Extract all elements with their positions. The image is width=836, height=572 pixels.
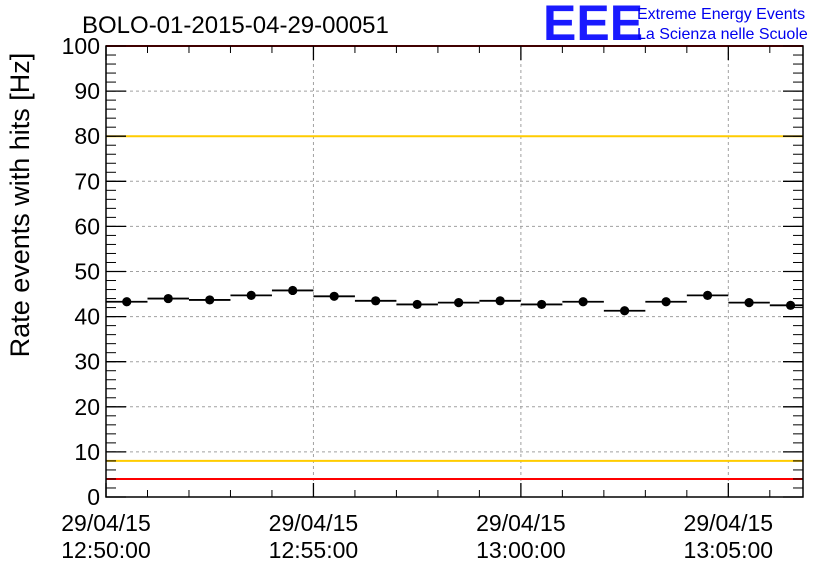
- y-tick-label: 50: [74, 259, 100, 285]
- x-tick-label-date: 29/04/15: [476, 510, 566, 536]
- y-tick-label: 70: [74, 168, 100, 194]
- chart-title: BOLO-01-2015-04-29-00051: [82, 12, 389, 39]
- data-point: [371, 296, 381, 306]
- y-tick-label: 90: [74, 78, 100, 104]
- x-tick-label-time: 12:55:00: [269, 537, 359, 563]
- y-tick-label: 80: [74, 123, 100, 149]
- x-tick-label-date: 29/04/15: [684, 510, 774, 536]
- y-axis-label: Rate events with hits [Hz]: [5, 53, 35, 358]
- y-tick-label: 30: [74, 349, 100, 375]
- data-point: [578, 297, 588, 307]
- data-point: [744, 298, 754, 308]
- data-point: [163, 293, 173, 304]
- plot-frame: [105, 45, 804, 498]
- data-point: [246, 290, 256, 301]
- data-point: [661, 297, 671, 307]
- data-point: [537, 299, 547, 310]
- x-tick-label-date: 29/04/15: [269, 510, 359, 536]
- y-tick-labels: 0 10 20 30 40 50 60 70 80 90 100: [62, 33, 100, 510]
- y-tick-label: 0: [87, 484, 100, 510]
- data-point: [620, 306, 630, 316]
- x-tick-label-time: 13:05:00: [684, 537, 774, 563]
- x-tick-labels: 29/04/1512:50:0029/04/1512:55:0029/04/15…: [61, 510, 773, 563]
- y-tick-label: 20: [74, 394, 100, 420]
- x-tick-label-time: 12:50:00: [61, 537, 151, 563]
- data-point: [495, 296, 505, 306]
- y-tick-label: 40: [74, 304, 100, 330]
- logo-mark: EEE: [543, 0, 643, 51]
- data-point: [412, 299, 422, 310]
- data-point: [205, 295, 215, 305]
- y-tick-label: 100: [62, 33, 100, 59]
- y-tick-label: 10: [74, 439, 100, 465]
- data-point: [785, 300, 796, 310]
- y-tick-label: 60: [74, 213, 100, 239]
- logo-line-1: Extreme Energy Events: [637, 6, 805, 23]
- x-tick-label-date: 29/04/15: [61, 510, 151, 536]
- data-point: [702, 290, 713, 301]
- eee-logo: EEE Extreme Energy Events La Scienza nel…: [543, 0, 808, 51]
- x-tick-label-time: 13:00:00: [476, 537, 566, 563]
- data-point: [454, 298, 464, 308]
- data-point: [288, 285, 298, 296]
- data-points: [106, 285, 803, 316]
- data-point: [122, 297, 132, 307]
- logo-line-2: La Scienza nelle Scuole: [637, 26, 808, 43]
- data-point: [329, 291, 339, 301]
